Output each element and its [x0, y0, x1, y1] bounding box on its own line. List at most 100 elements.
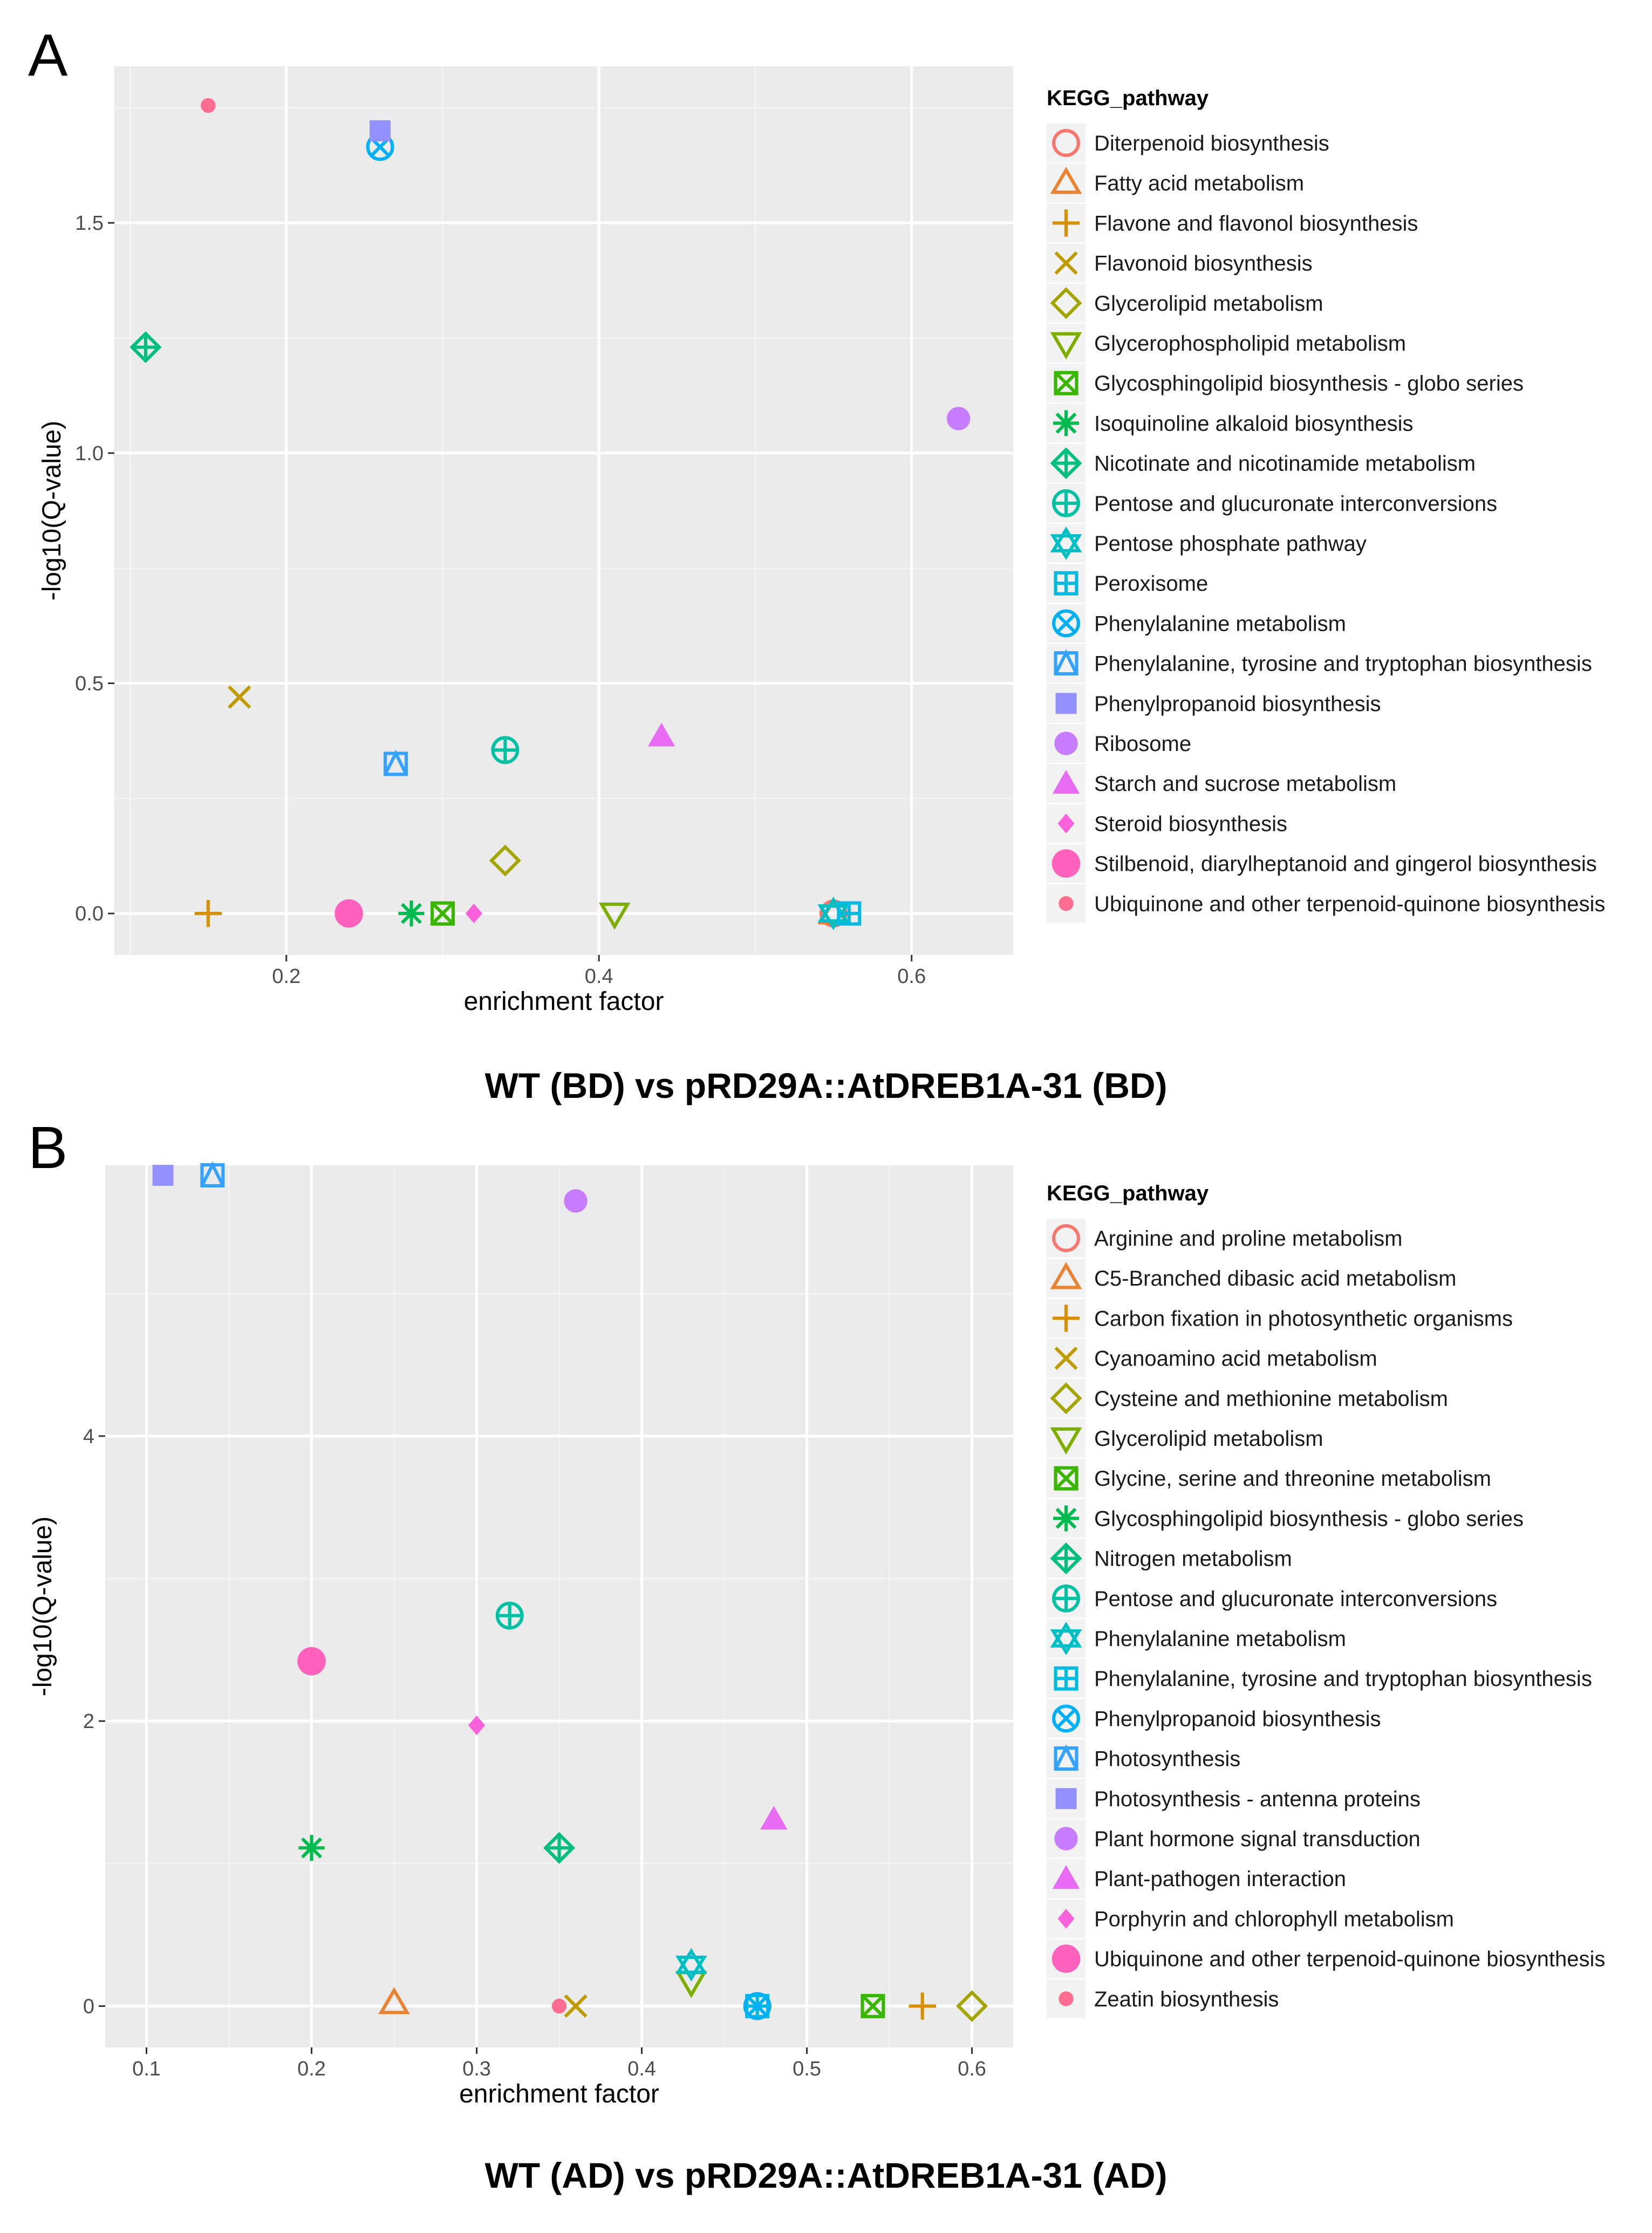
legend-label: Photosynthesis — [1094, 1747, 1240, 1771]
legend-item-photosynthesis-antenna-proteins: Photosynthesis - antenna proteins — [1047, 1779, 1421, 1818]
data-point-isoquinoline-alkaloid-biosynthesis — [398, 900, 425, 927]
legend-item-isoquinoline-alkaloid-biosynthesis: Isoquinoline alkaloid biosynthesis — [1047, 404, 1413, 443]
x-tick-label: 0.5 — [793, 2058, 821, 2080]
x-tick-label: 0.3 — [462, 2058, 491, 2080]
legend-label: Phenylalanine, tyrosine and tryptophan b… — [1094, 1667, 1592, 1691]
legend-item-steroid-biosynthesis: Steroid biosynthesis — [1047, 804, 1287, 843]
data-point-nitrogen-metabolism — [543, 1832, 576, 1864]
legend-label: Porphyrin and chlorophyll metabolism — [1094, 1907, 1454, 1931]
legend-item-phenylpropanoid-biosynthesis: Phenylpropanoid biosynthesis — [1047, 684, 1381, 723]
legend-item-pentose-phosphate-pathway: Pentose phosphate pathway — [1047, 524, 1367, 563]
data-points — [152, 1161, 988, 2022]
data-point-phenylalanine-metabolism — [675, 1948, 707, 1982]
legend-item-stilbenoid-diarylheptanoid-and-gingerol-biosynthesis: Stilbenoid, diarylheptanoid and gingerol… — [1047, 844, 1597, 883]
legend-title: KEGG_pathway — [1047, 86, 1209, 110]
legend-label: Steroid biosynthesis — [1094, 812, 1287, 836]
legend-key-symbol — [1054, 1827, 1078, 1850]
legend-item-glycerolipid-metabolism: Glycerolipid metabolism — [1047, 283, 1323, 323]
data-point-phenylpropanoid-biosynthesis — [370, 120, 391, 141]
legend-item-photosynthesis: Photosynthesis — [1047, 1739, 1240, 1778]
x-tick-label: 0.6 — [897, 965, 926, 988]
legend-key-symbol — [1054, 732, 1078, 755]
legend-label: Starch and sucrose metabolism — [1094, 772, 1396, 796]
legend-label: Glycosphingolipid biosynthesis - globo s… — [1094, 372, 1524, 395]
legend-item-cyanoamino-acid-metabolism: Cyanoamino acid metabolism — [1047, 1339, 1377, 1378]
legend: KEGG_pathway Arginine and proline metabol… — [1047, 1182, 1605, 2018]
legend-label: Pentose and glucuronate interconversions — [1094, 492, 1497, 516]
data-point-starch-and-sucrose-metabolism — [647, 722, 675, 747]
data-point-plant-pathogen-interaction — [760, 1806, 788, 1830]
data-point-glycerolipid-metabolism — [489, 844, 521, 877]
x-axis-title: enrichment factor — [464, 987, 664, 1016]
axes: 0.2 0.4 0.6 0.0 0.5 1.0 1.5 enrichment factor -l… — [38, 212, 926, 1016]
legend-key-symbol — [1055, 1788, 1077, 1809]
legend-label: Phenylalanine metabolism — [1094, 612, 1346, 636]
legend-label: Phenylalanine metabolism — [1094, 1627, 1346, 1651]
legend-key-symbol — [1055, 693, 1077, 714]
grid — [105, 1165, 1013, 2047]
legend-key-symbol — [1054, 571, 1078, 596]
grid — [114, 66, 1013, 955]
legend-label: Photosynthesis - antenna proteins — [1094, 1787, 1421, 1811]
data-point-carbon-fixation-in-photosynthetic-organisms — [909, 1992, 936, 2020]
legend-label: Ubiquinone and other terpenoid-quinone b… — [1094, 1948, 1605, 1971]
legend-key-symbol — [1054, 649, 1078, 676]
legend-label: Flavone and flavonol biosynthesis — [1094, 211, 1418, 235]
legend-label: Cysteine and methionine metabolism — [1094, 1387, 1448, 1411]
legend-key-symbol — [1050, 1542, 1082, 1575]
legend-item-fatty-acid-metabolism: Fatty acid metabolism — [1047, 163, 1304, 203]
y-tick-label: 0.0 — [75, 903, 104, 925]
panel-caption: WT (BD) vs pRD29A::AtDREB1A-31 (BD) — [484, 1066, 1167, 1105]
legend-item-plant-hormone-signal-transduction: Plant hormone signal transduction — [1047, 1819, 1421, 1858]
legend-item-flavonoid-biosynthesis: Flavonoid biosynthesis — [1047, 243, 1313, 283]
legend-item-starch-and-sucrose-metabolism: Starch and sucrose metabolism — [1047, 764, 1396, 803]
legend-label: Carbon fixation in photosynthetic organi… — [1094, 1307, 1513, 1330]
legend-key-symbol — [1052, 1305, 1080, 1332]
data-point-glycosphingolipid-biosynthesis-globo-series — [430, 901, 455, 926]
data-point-nicotinate-and-nicotinamide-metabolism — [129, 331, 162, 364]
legend-item-pentose-and-glucuronate-interconversions: Pentose and glucuronate interconversions — [1047, 1579, 1497, 1618]
x-tick-label: 0.1 — [132, 2058, 161, 2080]
data-point-phenylpropanoid-biosynthesis — [743, 1992, 772, 2020]
data-point-photosynthesis-antenna-proteins — [152, 1165, 174, 1186]
legend-item-glycosphingolipid-biosynthesis-globo-series: Glycosphingolipid biosynthesis - globo s… — [1047, 364, 1524, 403]
legend-label: Nicotinate and nicotinamide metabolism — [1094, 452, 1476, 476]
legend-item-cysteine-and-methionine-metabolism: Cysteine and methionine metabolism — [1047, 1378, 1448, 1418]
data-point-glycine-serine-and-threonine-metabolism — [861, 1993, 885, 2018]
legend-item-nicotinate-and-nicotinamide-metabolism: Nicotinate and nicotinamide metabolism — [1047, 443, 1476, 483]
y-tick-label: 0 — [83, 1995, 94, 2018]
x-axis-title: enrichment factor — [459, 2080, 659, 2108]
y-tick-label: 0.5 — [75, 673, 104, 695]
legend-key-symbol — [1054, 1666, 1078, 1691]
legend-label: Fatty acid metabolism — [1094, 172, 1304, 195]
legend-label: Glycosphingolipid biosynthesis - globo s… — [1094, 1507, 1524, 1531]
legend-key-symbol — [1054, 371, 1078, 395]
legend-label: Ubiquinone and other terpenoid-quinone b… — [1094, 892, 1605, 916]
legend-key-symbol — [1053, 410, 1080, 436]
legend-item-porphyrin-and-chlorophyll-metabolism: Porphyrin and chlorophyll metabolism — [1047, 1899, 1454, 1938]
legend-item-peroxisome: Peroxisome — [1047, 564, 1208, 603]
y-axis-title: -log10(Q-value) — [38, 421, 66, 600]
data-point-ribosome — [946, 407, 971, 431]
legend-label: Phenylpropanoid biosynthesis — [1094, 692, 1381, 716]
legend-item-glycerophospholipid-metabolism: Glycerophospholipid metabolism — [1047, 324, 1406, 363]
legend-item-phenylpropanoid-biosynthesis: Phenylpropanoid biosynthesis — [1047, 1699, 1381, 1738]
legend-label: Phenylpropanoid biosynthesis — [1094, 1707, 1381, 1731]
x-tick-label: 0.2 — [297, 2058, 326, 2080]
data-point-flavonoid-biosynthesis — [228, 685, 251, 709]
legend-label: Glycerophospholipid metabolism — [1094, 332, 1406, 356]
legend-item-phenylalanine-tyrosine-and-tryptophan-biosynthesis: Phenylalanine, tyrosine and tryptophan b… — [1047, 644, 1592, 683]
legend-label: Glycine, serine and threonine metabolism — [1094, 1467, 1491, 1491]
legend-key-symbol — [1052, 1224, 1080, 1252]
legend-item-plant-pathogen-interaction: Plant-pathogen interaction — [1047, 1859, 1346, 1899]
legend-label: Peroxisome — [1094, 572, 1208, 596]
legend-item-arginine-and-proline-metabolism: Arginine and proline metabolism — [1047, 1219, 1402, 1258]
data-point-peroxisome — [837, 901, 862, 926]
data-point-glycerophospholipid-metabolism — [598, 902, 631, 930]
legend-label: Zeatin biosynthesis — [1094, 1988, 1279, 2011]
legend-key-symbol — [1057, 1909, 1075, 1929]
legend-item-ribosome: Ribosome — [1047, 724, 1191, 763]
legend-key-symbol — [1052, 1865, 1080, 1889]
y-tick-label: 1.0 — [75, 442, 104, 465]
legend-item-diterpenoid-biosynthesis: Diterpenoid biosynthesis — [1047, 124, 1329, 162]
